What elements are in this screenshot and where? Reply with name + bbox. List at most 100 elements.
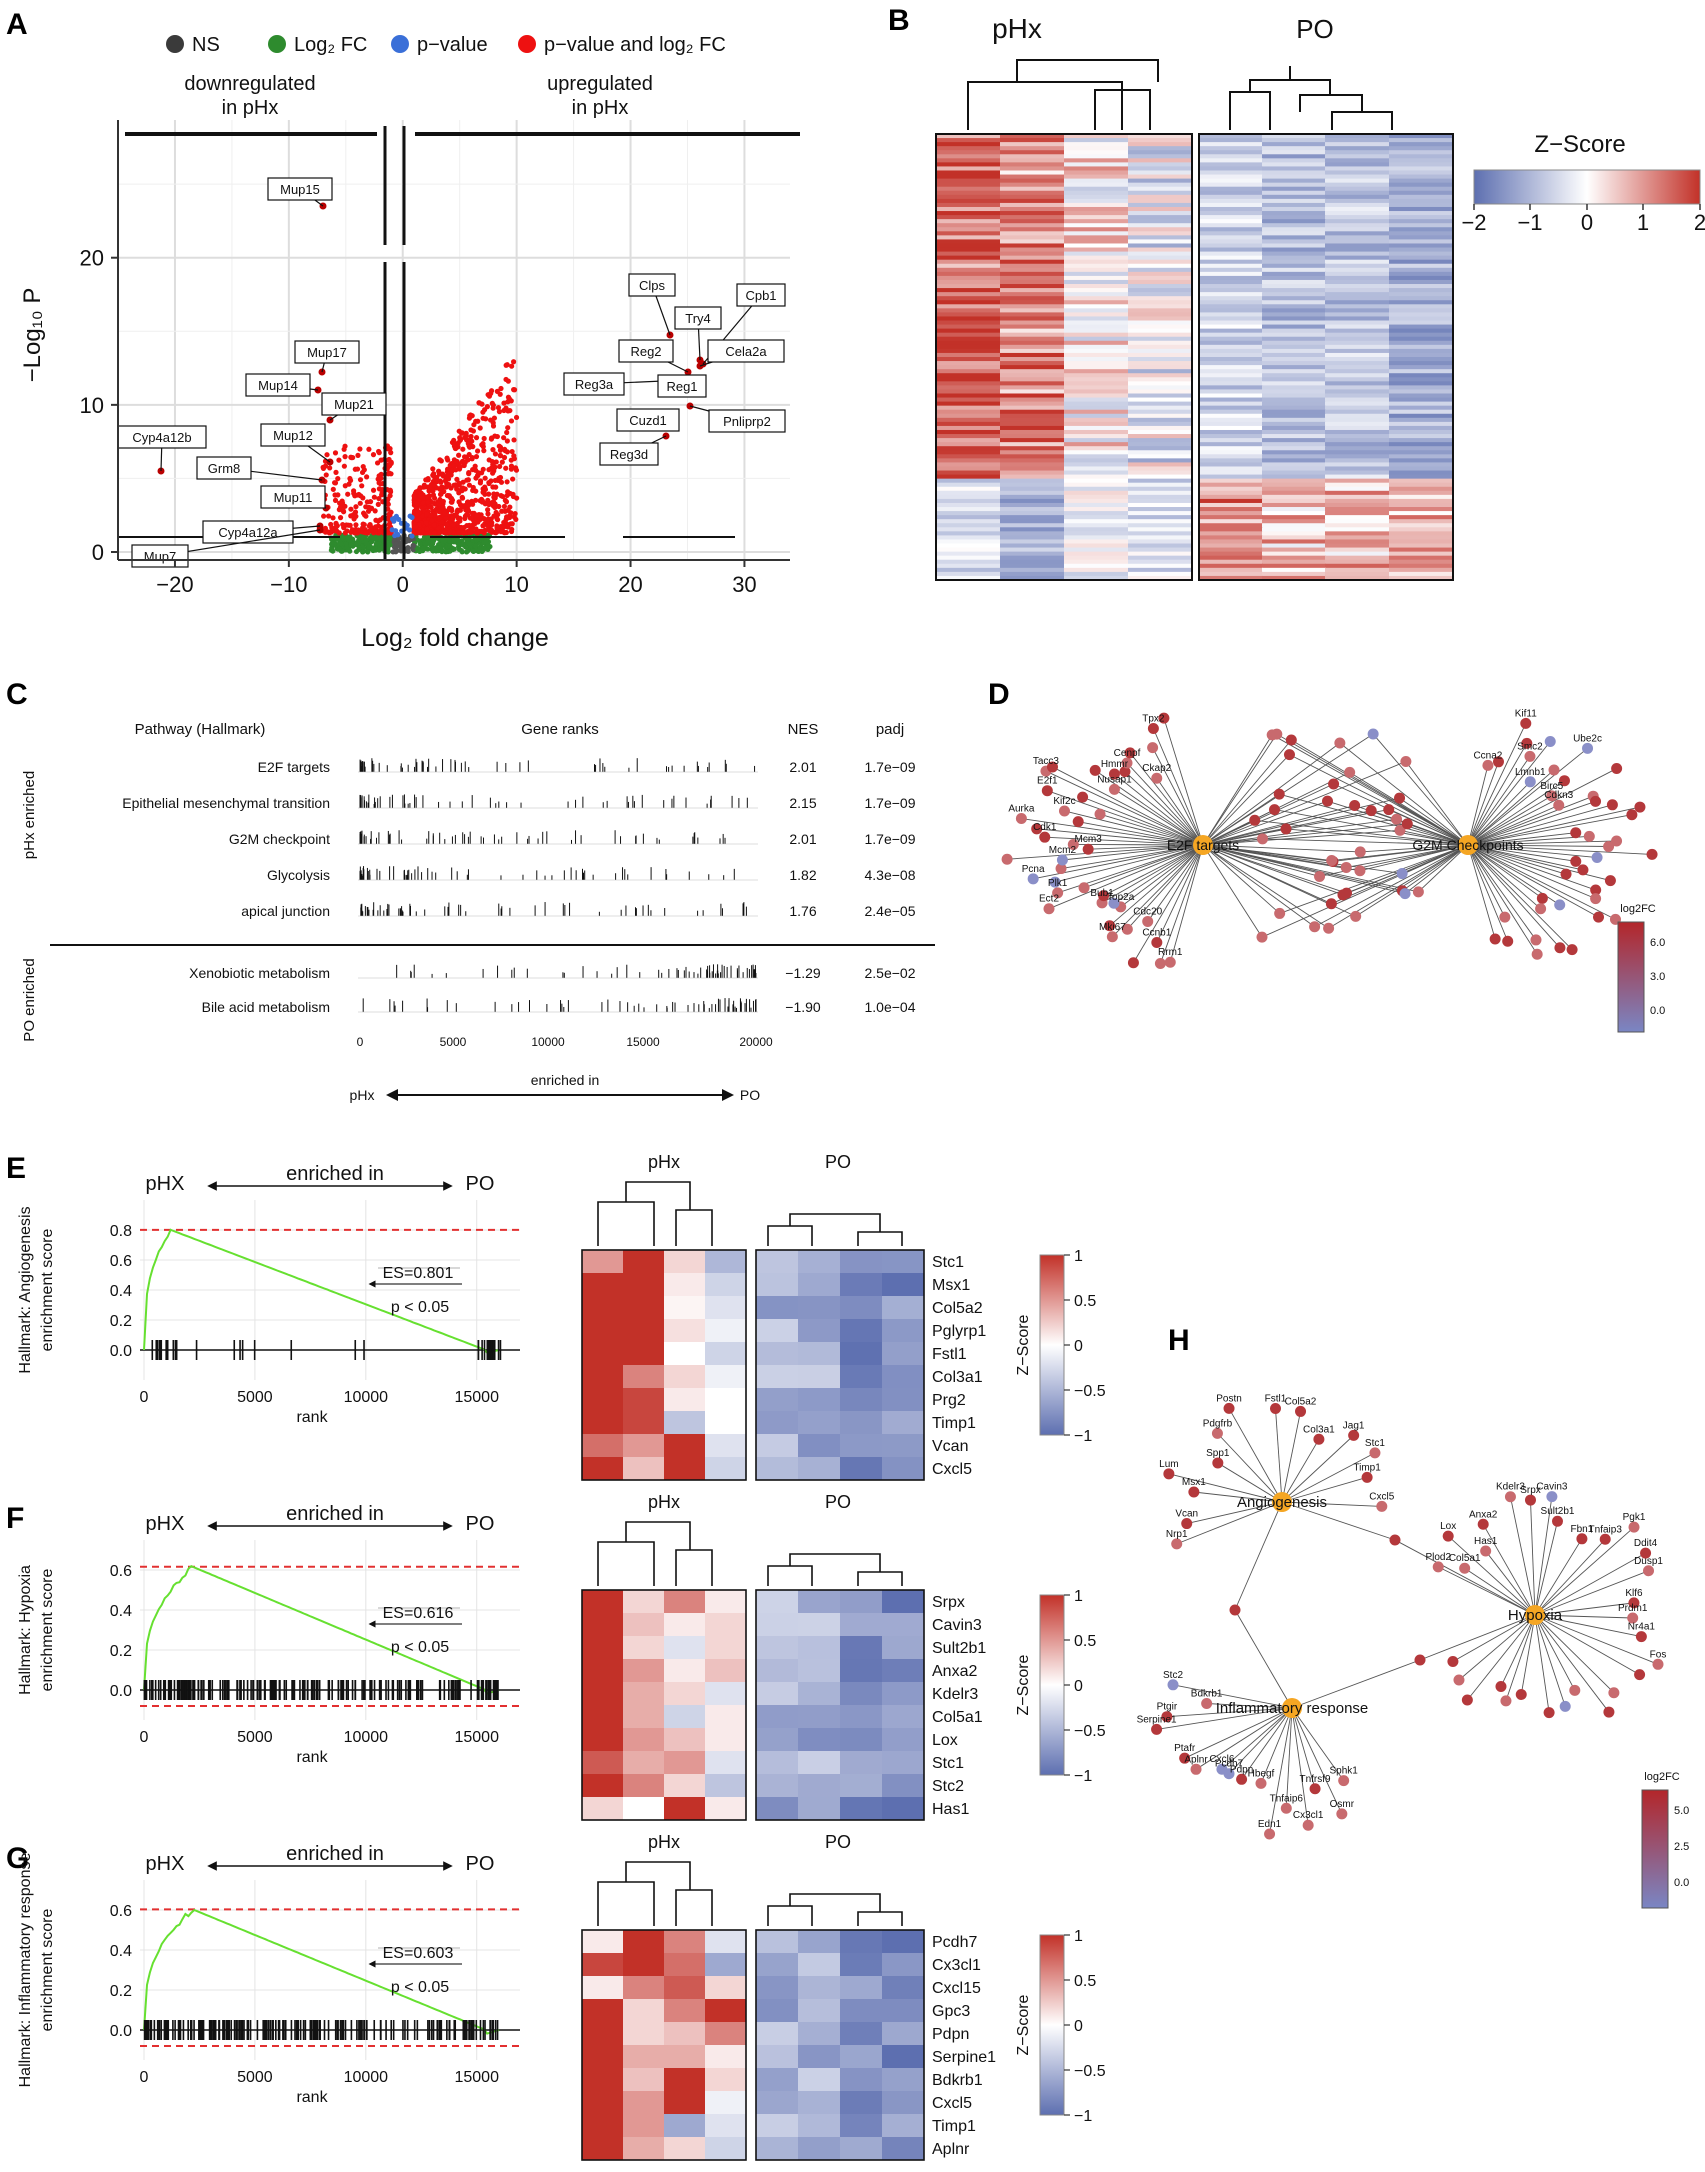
heatmap-cell (1064, 511, 1128, 516)
heatmap-cell (1389, 288, 1453, 293)
heatmap-cell (1325, 316, 1389, 322)
network-d-tick-0: 6.0 (1650, 937, 1665, 949)
heat-cell (840, 1411, 883, 1435)
volcano-point (453, 467, 459, 473)
node-label: Hbegf (1248, 1768, 1275, 1779)
heatmap-cell (1325, 255, 1389, 261)
heatmap-cell (1064, 389, 1128, 395)
heatmap-cell (1389, 389, 1453, 395)
heatmap-cell (1325, 519, 1389, 524)
volcano-point (345, 491, 351, 497)
heatmap-cell (936, 279, 1000, 285)
heatmap-cell (936, 458, 1000, 464)
zscore-tick: 0.5 (1074, 1973, 1096, 1990)
heatmap-cell (936, 146, 1000, 151)
heatmap-cell (1199, 527, 1263, 532)
volcano-point (470, 484, 476, 491)
heatmap-cell (1128, 194, 1192, 200)
heatmap-cell (1064, 373, 1128, 378)
heatmap-cell (1389, 531, 1453, 536)
volcano-point (444, 522, 450, 528)
x-tick-label: 0 (140, 2069, 149, 2086)
heatmap-cell (1199, 401, 1263, 407)
y-tick-label: 20 (80, 246, 104, 271)
heatmap-cell (1199, 466, 1263, 472)
heatmap-cell (1389, 515, 1453, 520)
network-node (1628, 1597, 1640, 1609)
heatmap-cell (1262, 401, 1326, 407)
volcano-point (458, 548, 465, 554)
heatmap-cell (936, 211, 1000, 216)
volcano-point (473, 454, 480, 460)
heatmap-cell (1000, 312, 1064, 318)
heatmap-cell (1000, 279, 1064, 285)
heatmap-cell (1389, 300, 1453, 305)
heat-cell (664, 1319, 706, 1343)
col-ranks: Gene ranks (521, 721, 599, 738)
heatmap-cell (1389, 397, 1453, 403)
heat-cell (582, 1457, 624, 1481)
heat-cell (664, 1411, 706, 1435)
volcano-point (330, 515, 336, 521)
network-node (1461, 1694, 1473, 1706)
volcano-point (453, 513, 459, 519)
network-node (1223, 1402, 1235, 1414)
heatmap-cell (1064, 336, 1128, 342)
heatmap-cell (1389, 369, 1453, 374)
heatmap-cell (1389, 438, 1453, 443)
heatmap-cell (1262, 478, 1326, 484)
heatmap-cell (936, 527, 1000, 532)
heatmap-cell (1128, 458, 1192, 464)
node-label: Cdkn3 (1544, 790, 1573, 801)
heatmap-cell (1389, 251, 1453, 257)
heatmap-cell (1000, 146, 1064, 151)
heatmap-cell (936, 348, 1000, 354)
x-tick-label: 10000 (344, 1389, 389, 1406)
heatmap-cell (1000, 442, 1064, 447)
heat-cell (705, 1590, 747, 1614)
heatmap-b-legend-title: Z−Score (1534, 131, 1625, 158)
x-tick-label: 20 (618, 572, 642, 597)
volcano-point (498, 479, 505, 485)
gene-label-box (267, 177, 333, 201)
node-label: Ptafr (1174, 1743, 1196, 1754)
volcano-point (350, 454, 356, 461)
node-label: Cxcl5 (1369, 1491, 1394, 1502)
network-node (1591, 852, 1603, 864)
heat-gene-label: Stc2 (932, 1778, 964, 1795)
heatmap-cell (1000, 527, 1064, 532)
heatmap-cell (1325, 466, 1389, 472)
heatmap-cell (1000, 174, 1064, 180)
heatmap-cell (1262, 186, 1326, 192)
heatmap-cell (936, 194, 1000, 200)
heatmap-cell (1262, 486, 1326, 492)
heatmap-cell (1000, 361, 1064, 366)
heat-cell (582, 1636, 624, 1660)
volcano-point (473, 435, 480, 441)
heatmap-cell (1325, 194, 1389, 200)
heatmap-cell (1262, 178, 1326, 184)
heatmap-cell (1325, 421, 1389, 427)
heatmap-cell (1325, 174, 1389, 180)
heatmap-cell (1262, 494, 1326, 500)
heatmap-cell (1128, 381, 1192, 386)
heatmap-cell (1000, 357, 1064, 362)
node-label: Lmnb1 (1515, 767, 1546, 778)
pathway-name: Glycolysis (267, 867, 330, 883)
volcano-point (431, 500, 437, 507)
panel-label-e: E (6, 1152, 26, 1185)
heatmap-cell (936, 539, 1000, 545)
heatmap-cell (936, 373, 1000, 378)
heat-gene-label: Col5a2 (932, 1300, 983, 1317)
heat-cell (882, 1434, 925, 1458)
node-label: Osmr (1330, 1799, 1355, 1810)
volcano-point (511, 387, 517, 393)
heatmap-cell (1064, 417, 1128, 423)
heatmap-cell (1000, 328, 1064, 334)
heat-cell (756, 1613, 799, 1637)
volcano-point (323, 472, 329, 478)
volcano-point (357, 477, 364, 483)
